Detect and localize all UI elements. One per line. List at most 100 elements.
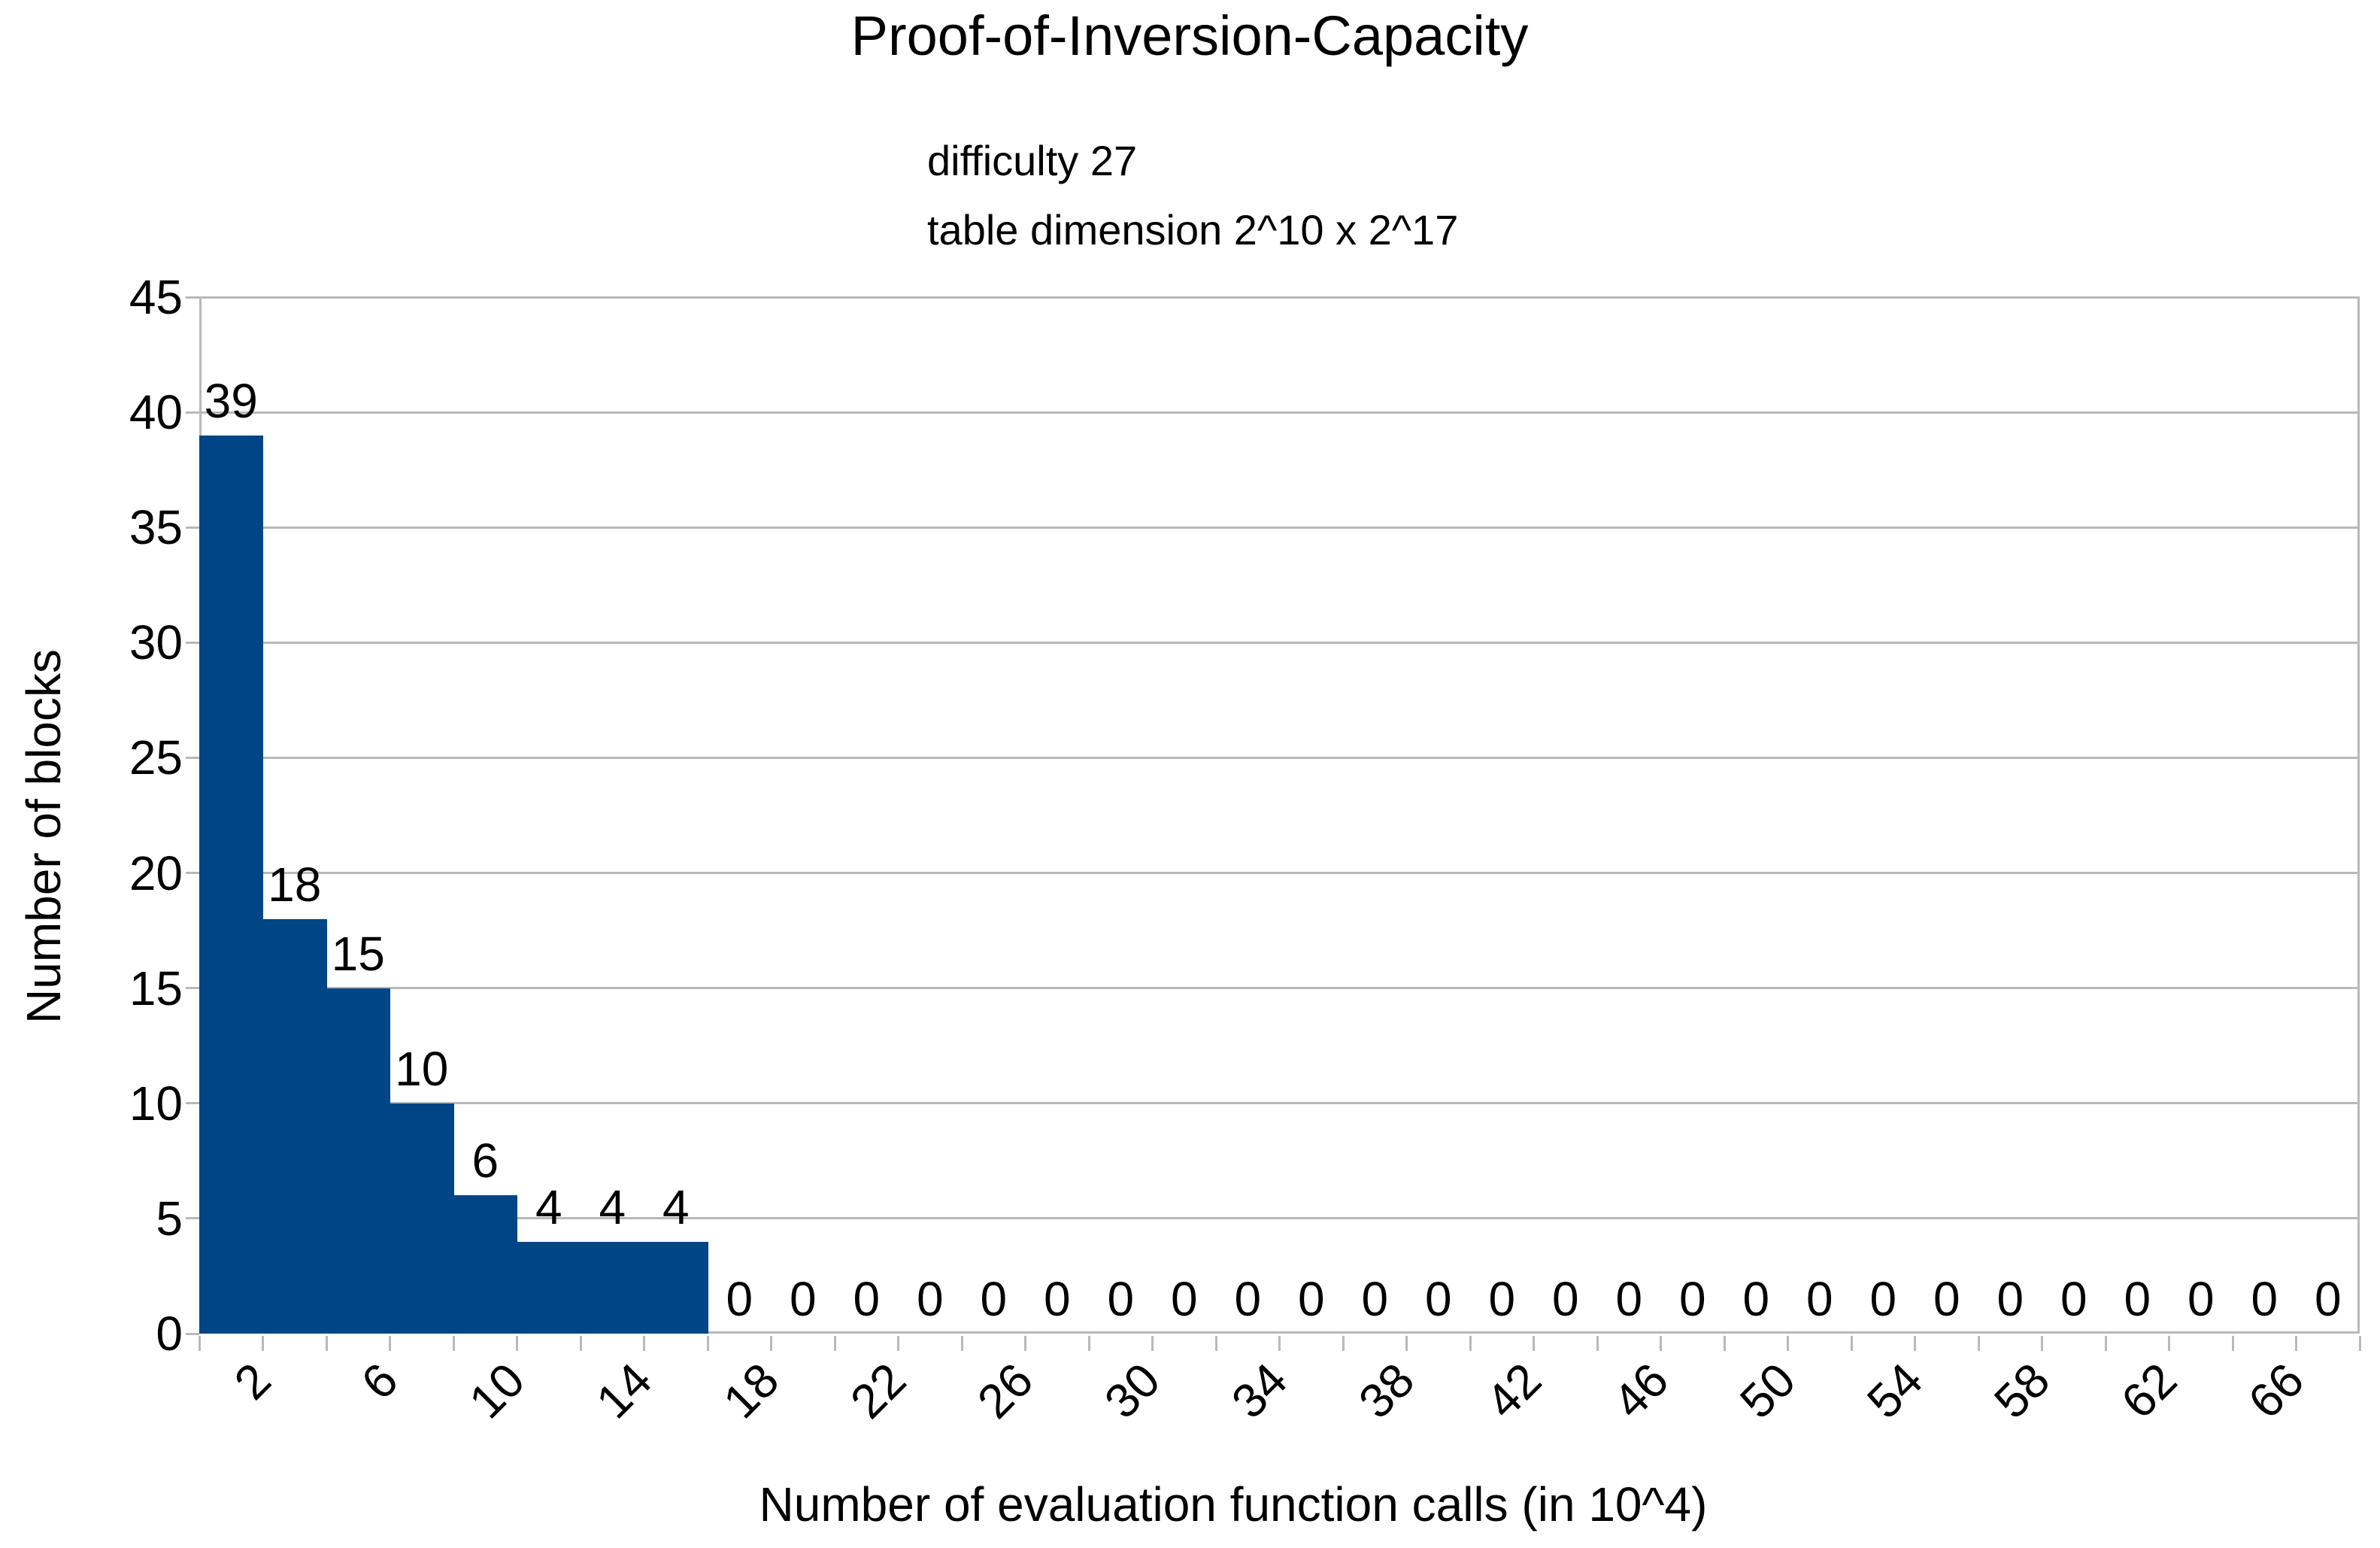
x-axis-tick [706,1336,709,1351]
x-axis-tick [770,1336,772,1351]
chart-subtitle: difficulty 27 table dimension 2^10 x 2^1… [927,126,1458,265]
bar [262,918,327,1334]
x-axis-tick [389,1336,391,1351]
data-label: 0 [916,1272,944,1326]
y-axis-tick [186,526,199,529]
data-label: 0 [789,1272,817,1326]
chart-subtitle-line1: difficulty 27 [927,137,1138,184]
x-axis-tick-label-text: 38 [1348,1352,1425,1429]
data-label: 0 [980,1272,1008,1326]
x-axis-tick [516,1336,518,1351]
x-axis-tick [198,1336,201,1351]
gridline-20 [199,872,2360,875]
bar [517,1241,581,1334]
gridline-10 [199,1102,2360,1105]
data-label: 6 [471,1134,499,1188]
x-axis-tick [897,1336,899,1351]
x-axis-tick [1342,1336,1345,1351]
x-axis-tick-label-text: 66 [2238,1352,2315,1429]
x-axis-tick [1787,1336,1789,1351]
bar [199,435,264,1334]
x-axis-tick [452,1336,455,1351]
data-label: 10 [395,1041,449,1096]
data-label: 0 [1996,1272,2024,1326]
y-axis-tick [186,1332,199,1335]
x-axis-tick [1405,1336,1408,1351]
gridline-5 [199,1217,2360,1220]
data-label: 0 [726,1272,753,1326]
x-axis-tick [1024,1336,1026,1351]
data-label: 0 [2187,1272,2215,1326]
data-label: 0 [1551,1272,1579,1326]
x-axis-tick [2168,1336,2170,1351]
y-axis-tick-label: 35 [129,500,183,555]
x-axis-tick-label-text: 50 [1730,1352,1806,1429]
y-axis-tick [186,872,199,875]
bar [326,988,391,1334]
x-axis-title: Number of evaluation function calls (in … [759,1477,1708,1531]
x-axis-tick-label-text: 42 [1475,1352,1552,1429]
y-axis-tick [186,641,199,644]
data-label: 0 [1805,1272,1833,1326]
data-label: 0 [1424,1272,1452,1326]
x-axis-tick [1533,1336,1535,1351]
gridline-25 [199,756,2360,759]
y-axis-tick-label: 0 [156,1307,183,1361]
data-label: 0 [1234,1272,1262,1326]
bar [390,1103,454,1334]
x-axis-tick [1278,1336,1281,1351]
data-label: 4 [599,1179,626,1234]
x-axis-tick-label-text: 18 [713,1352,790,1429]
x-axis-tick [1087,1336,1090,1351]
x-axis-tick-label-text: 30 [1094,1352,1171,1429]
y-axis-tick-label: 40 [129,385,183,440]
y-axis-tick-label: 15 [129,961,183,1015]
x-axis-tick-label-text: 62 [2111,1352,2187,1429]
bar [453,1195,518,1334]
x-axis-tick [643,1336,645,1351]
data-label: 0 [1170,1272,1198,1326]
x-axis-tick [1469,1336,1472,1351]
data-label: 0 [1869,1272,1897,1326]
x-axis-tick [2041,1336,2043,1351]
x-axis-tick [2104,1336,2107,1351]
x-axis-tick [1977,1336,1980,1351]
bar [581,1241,645,1334]
x-axis-tick-label-text: 46 [1602,1352,1679,1429]
y-axis-tick-label: 10 [129,1076,183,1131]
y-axis-tick-label: 25 [129,730,183,785]
data-label: 0 [853,1272,881,1326]
data-label: 4 [662,1179,690,1234]
x-axis-tick [960,1336,963,1351]
x-axis-tick [1660,1336,1662,1351]
y-axis-tick [186,987,199,990]
x-axis-tick [262,1336,264,1351]
bar [644,1241,708,1334]
gridline-45 [199,296,2360,299]
gridline-40 [199,411,2360,414]
y-axis-tick-label: 5 [156,1191,183,1246]
y-axis-tick-label: 30 [129,615,183,670]
x-axis-tick-label-text: 6 [350,1352,408,1410]
data-label: 39 [204,373,258,428]
x-axis-tick-label-text: 2 [223,1352,281,1410]
x-axis-tick [1596,1336,1599,1351]
x-axis-tick-label-text: 14 [586,1352,662,1429]
data-label: 0 [2060,1272,2087,1326]
data-label: 4 [535,1179,562,1234]
gridline-15 [199,987,2360,990]
x-axis-tick [1214,1336,1217,1351]
x-axis-tick-label-text: 22 [840,1352,917,1429]
y-axis-tick-label: 20 [129,845,183,900]
x-axis-tick-label-text: 34 [1221,1352,1298,1429]
gridline-30 [199,641,2360,644]
x-axis-tick [1151,1336,1154,1351]
data-label: 0 [1043,1272,1071,1326]
y-axis-tick [186,411,199,414]
x-axis-tick-label-text: 10 [459,1352,535,1429]
x-axis-tick [1914,1336,1916,1351]
y-axis-tick [186,756,199,759]
chart-title: Proof-of-Inversion-Capacity [850,5,1529,67]
x-axis-tick [1850,1336,1853,1351]
